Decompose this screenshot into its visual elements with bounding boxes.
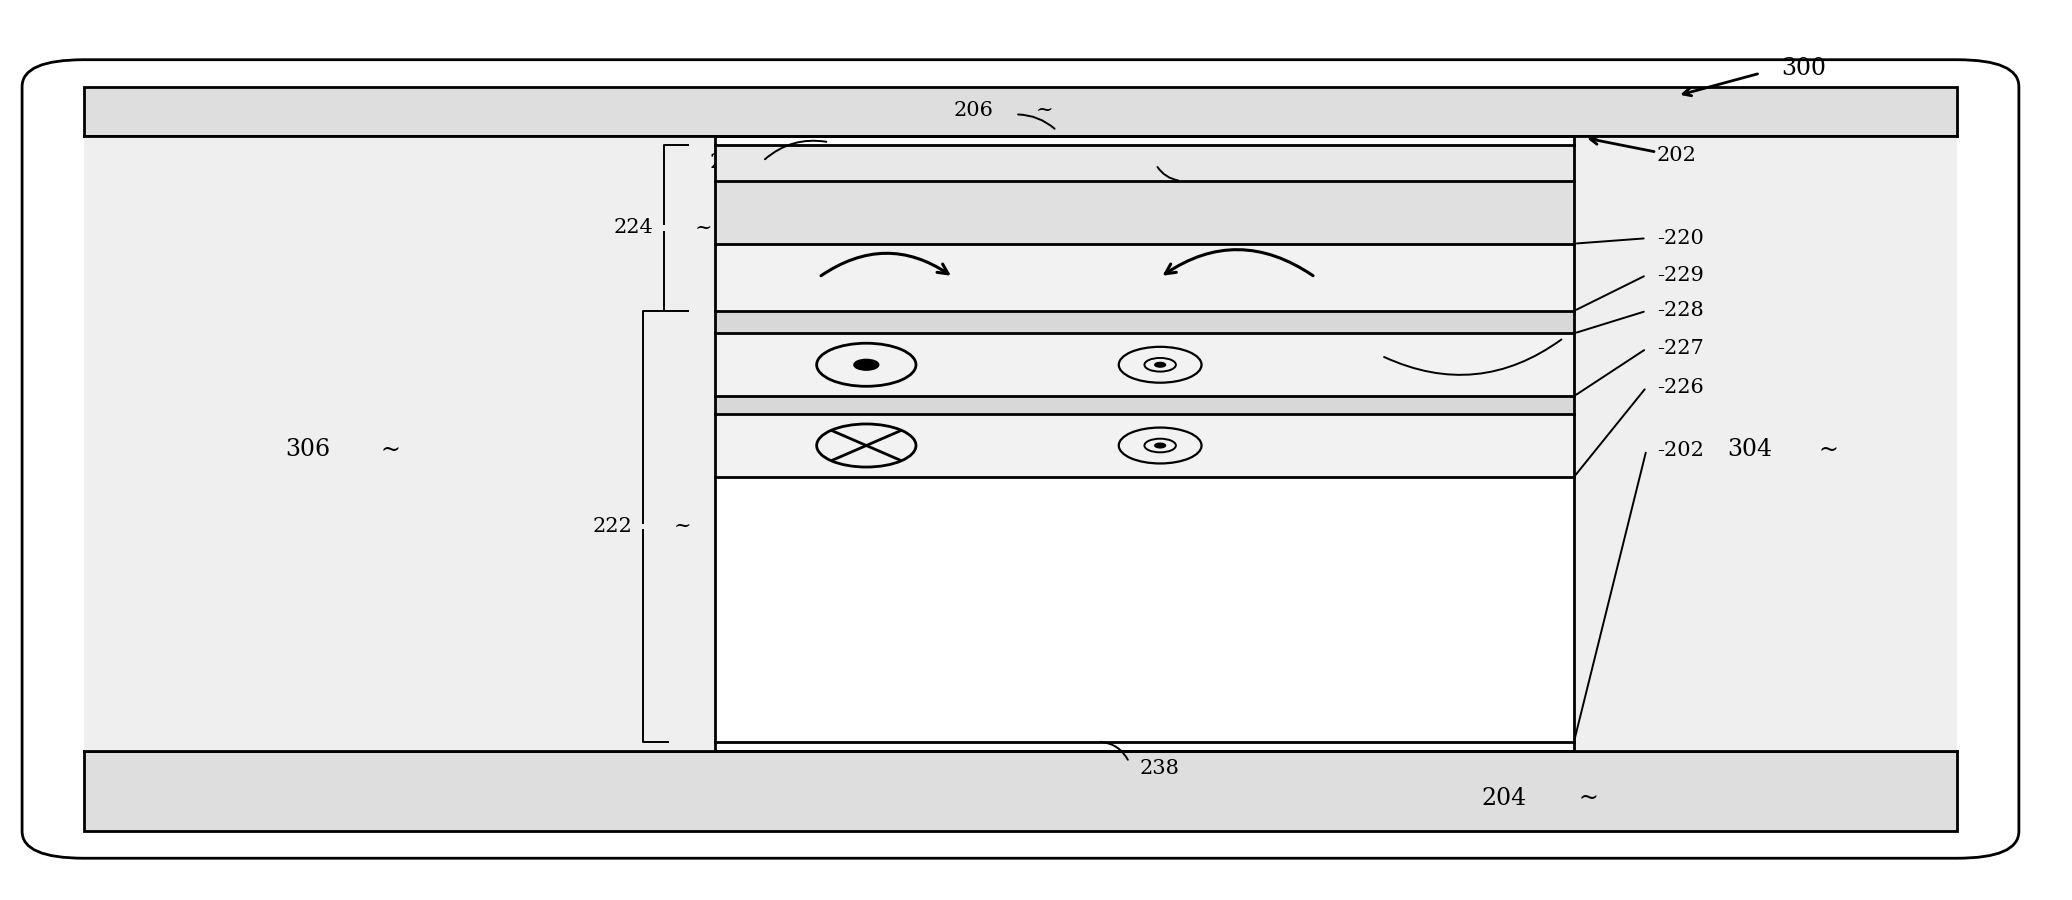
Text: 222: 222 — [593, 517, 632, 535]
Text: ~: ~ — [1579, 787, 1598, 810]
Circle shape — [1154, 363, 1167, 367]
Circle shape — [854, 359, 879, 370]
Text: ~234: ~234 — [926, 436, 984, 455]
Text: -226: -226 — [1658, 378, 1703, 397]
Bar — [715, 310, 1575, 333]
Text: 238: 238 — [1140, 759, 1179, 778]
Bar — [715, 333, 1575, 396]
Text: /230: /230 — [1347, 351, 1392, 370]
Text: ~: ~ — [1156, 599, 1173, 619]
Text: 202: 202 — [1658, 146, 1697, 166]
Bar — [715, 414, 1575, 477]
Bar — [85, 751, 1956, 832]
FancyBboxPatch shape — [23, 59, 2018, 859]
Bar — [715, 145, 1575, 181]
Text: -228: -228 — [1658, 302, 1703, 320]
Bar — [1575, 136, 1956, 751]
Text: ~: ~ — [379, 438, 400, 462]
Text: ~236: ~236 — [926, 356, 984, 374]
Bar — [715, 181, 1575, 244]
Bar — [715, 396, 1575, 414]
Text: 225: 225 — [1229, 266, 1268, 284]
Text: ~233: ~233 — [1208, 356, 1266, 374]
Circle shape — [1154, 443, 1167, 448]
Text: 240: 240 — [1109, 153, 1150, 173]
Text: ~: ~ — [1817, 438, 1838, 462]
Text: -220: -220 — [1658, 229, 1703, 248]
Text: 204: 204 — [1481, 787, 1527, 810]
Text: ~: ~ — [673, 517, 692, 535]
Text: 206: 206 — [953, 102, 995, 121]
Bar — [715, 477, 1575, 742]
Text: ~231: ~231 — [1208, 436, 1266, 455]
Text: 232: 232 — [1073, 599, 1115, 619]
Text: 304: 304 — [1728, 438, 1772, 462]
Bar — [85, 86, 1956, 136]
Text: ~: ~ — [1036, 102, 1053, 121]
Text: -202: -202 — [1658, 440, 1703, 460]
Text: -229: -229 — [1658, 266, 1703, 284]
Text: ~: ~ — [694, 219, 713, 238]
Text: 306: 306 — [286, 438, 329, 462]
Text: 300: 300 — [1782, 58, 1825, 80]
Text: 221: 221 — [963, 266, 1003, 284]
Bar — [85, 136, 715, 751]
Bar — [715, 244, 1575, 310]
Text: 223: 223 — [711, 153, 750, 173]
Text: -227: -227 — [1658, 339, 1703, 358]
Text: 224: 224 — [613, 219, 653, 238]
